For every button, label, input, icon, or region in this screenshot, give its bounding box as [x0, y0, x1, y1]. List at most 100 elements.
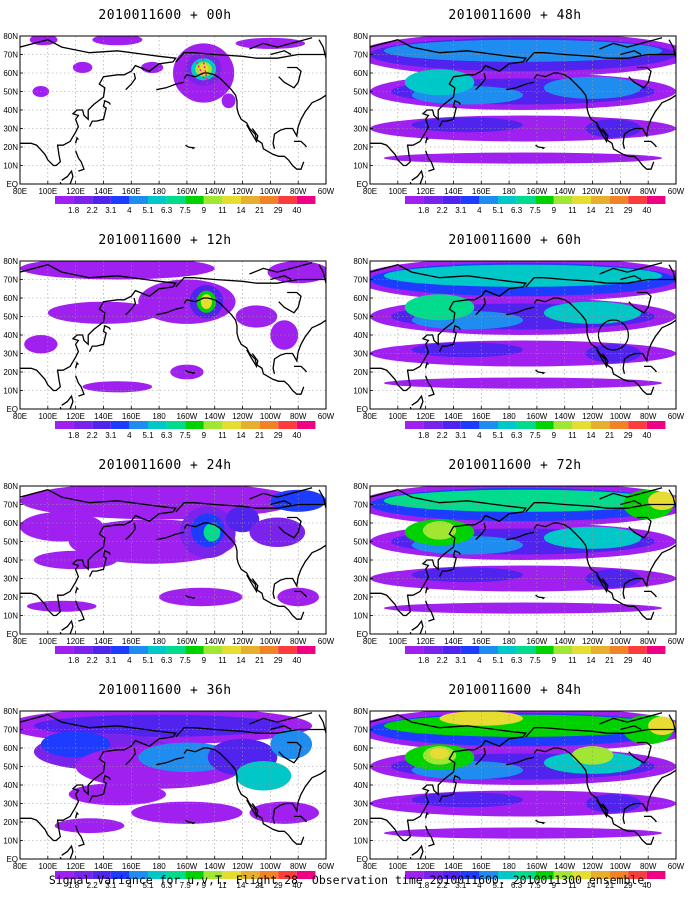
colorbar-swatch: [296, 871, 316, 879]
lon-tick-label: 180: [502, 862, 516, 871]
colorbar-swatch: [129, 421, 148, 429]
lon-tick-label: 180: [502, 412, 516, 421]
lat-tick-label: 50N: [353, 313, 368, 322]
colorbar-label: 2.2: [437, 431, 449, 440]
colorbar-label: 4: [127, 881, 132, 890]
map-panel: 2010011600 + 48h 80N 70N 60N 50N 40N 30N 20N 10N…: [350, 8, 684, 220]
lon-tick-label: 80W: [290, 637, 307, 646]
lat-tick-label: EQ: [6, 855, 18, 864]
colorbar-swatch: [166, 196, 186, 204]
colorbar-swatch: [516, 421, 536, 429]
coastlines: [370, 37, 676, 184]
colorbar-label: 7.5: [180, 431, 192, 440]
colorbar-label: 9: [552, 656, 557, 665]
lon-tick-label: 140W: [204, 862, 225, 871]
lat-tick-label: 80N: [3, 482, 18, 491]
lat-tick-label: 80N: [353, 482, 368, 491]
lon-tick-label: 140W: [554, 637, 575, 646]
colorbar-swatch: [148, 871, 167, 879]
colorbar-label: 2.2: [87, 431, 99, 440]
lon-tick-label: 100E: [388, 637, 407, 646]
lon-tick-label: 140W: [204, 187, 225, 196]
colorbar-label: 5.1: [492, 881, 504, 890]
colorbar-label: 9: [202, 656, 207, 665]
lon-tick-label: 160E: [122, 412, 141, 421]
colorbar-swatch: [166, 871, 186, 879]
lon-tick-label: 80E: [13, 412, 27, 421]
lon-tick-label: 100W: [260, 412, 281, 421]
lon-tick-label: 160E: [122, 862, 141, 871]
lat-tick-label: 50N: [3, 538, 18, 547]
lat-tick-label: 30N: [3, 800, 18, 809]
colorbar-label: 5.1: [142, 656, 154, 665]
colorbar-swatch: [278, 196, 297, 204]
colorbar-label: 9: [202, 881, 207, 890]
lon-tick-label: 140E: [444, 862, 463, 871]
lat-tick-label: 20N: [353, 593, 368, 602]
colorbar-swatch: [646, 196, 666, 204]
colorbar-swatch: [241, 646, 260, 654]
lon-tick-label: 140E: [94, 412, 113, 421]
colorbar-swatch: [203, 421, 223, 429]
lat-tick-label: 40N: [353, 331, 368, 340]
colorbar-swatch: [479, 871, 498, 879]
colorbar-label: 6.3: [511, 431, 523, 440]
lon-tick-label: 160W: [176, 412, 197, 421]
colorbar-swatch: [628, 196, 647, 204]
lon-tick-label: 180: [152, 412, 166, 421]
lat-tick-label: 40N: [3, 331, 18, 340]
colorbar-swatch: [55, 196, 74, 204]
lon-tick-label: 180: [502, 187, 516, 196]
lon-tick-label: 80W: [640, 412, 657, 421]
colorbar-swatch: [442, 421, 461, 429]
lon-tick-label: 140E: [444, 412, 463, 421]
colorbar-swatch: [423, 871, 443, 879]
colorbar-label: 40: [642, 656, 651, 665]
lon-tick-label: 100W: [610, 187, 631, 196]
colorbar-label: 21: [255, 431, 264, 440]
colorbar-label: 11: [218, 881, 227, 890]
coastlines: [20, 37, 326, 184]
lon-tick-label: 160W: [176, 187, 197, 196]
lat-tick-label: EQ: [356, 180, 368, 189]
colorbar-swatch: [129, 196, 148, 204]
colorbar-swatch: [203, 196, 223, 204]
colorbar-swatch: [55, 421, 74, 429]
colorbar-label: 6.3: [161, 881, 173, 890]
lon-tick-label: 160E: [122, 637, 141, 646]
colorbar-swatch: [553, 646, 573, 654]
lon-tick-label: 120W: [582, 187, 603, 196]
lat-tick-label: 70N: [353, 276, 368, 285]
colorbar-swatch: [591, 646, 610, 654]
colorbar-label: 29: [624, 656, 633, 665]
colorbar-swatch: [628, 871, 647, 879]
colorbar-label: 2.2: [437, 206, 449, 215]
lon-tick-label: 120W: [582, 412, 603, 421]
coastlines: [20, 487, 326, 634]
colorbar-swatch: [73, 421, 93, 429]
colorbar-swatch: [553, 871, 573, 879]
colorbar-label: 3.1: [455, 431, 467, 440]
colorbar-swatch: [460, 196, 480, 204]
lat-tick-label: 70N: [3, 726, 18, 735]
lat-tick-label: 10N: [353, 387, 368, 396]
colorbar-label: 1.8: [418, 656, 430, 665]
panel-title: 2010011600 + 24h: [98, 458, 232, 473]
colorbar-swatch: [591, 196, 610, 204]
colorbar-swatch: [423, 646, 443, 654]
colorbar-label: 21: [255, 881, 264, 890]
coastlines: [370, 712, 676, 859]
colorbar-label: 14: [587, 206, 596, 215]
lon-tick-label: 80W: [640, 862, 657, 871]
colorbar-label: 40: [292, 431, 301, 440]
colorbar-label: 9: [552, 431, 557, 440]
colorbar-label: 6.3: [161, 656, 173, 665]
colorbar-label: 4: [477, 656, 482, 665]
colorbar-label: 4: [127, 206, 132, 215]
colorbar-swatch: [241, 871, 260, 879]
colorbar-label: 3.1: [105, 431, 117, 440]
lon-tick-label: 60W: [318, 862, 335, 871]
